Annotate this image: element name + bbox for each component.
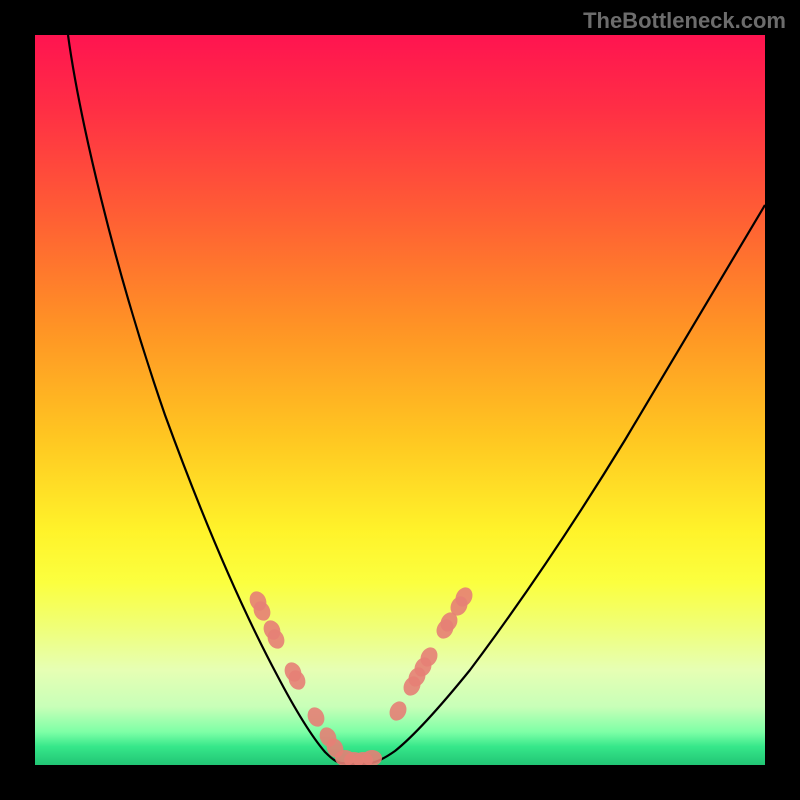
plot-area xyxy=(35,35,765,765)
marker-point xyxy=(386,698,410,723)
markers-group xyxy=(247,584,476,765)
watermark-text: TheBottleneck.com xyxy=(583,8,786,34)
left-curve xyxy=(68,35,341,763)
curve-layer xyxy=(35,35,765,765)
marker-point xyxy=(305,705,328,730)
right-curve xyxy=(371,205,765,763)
